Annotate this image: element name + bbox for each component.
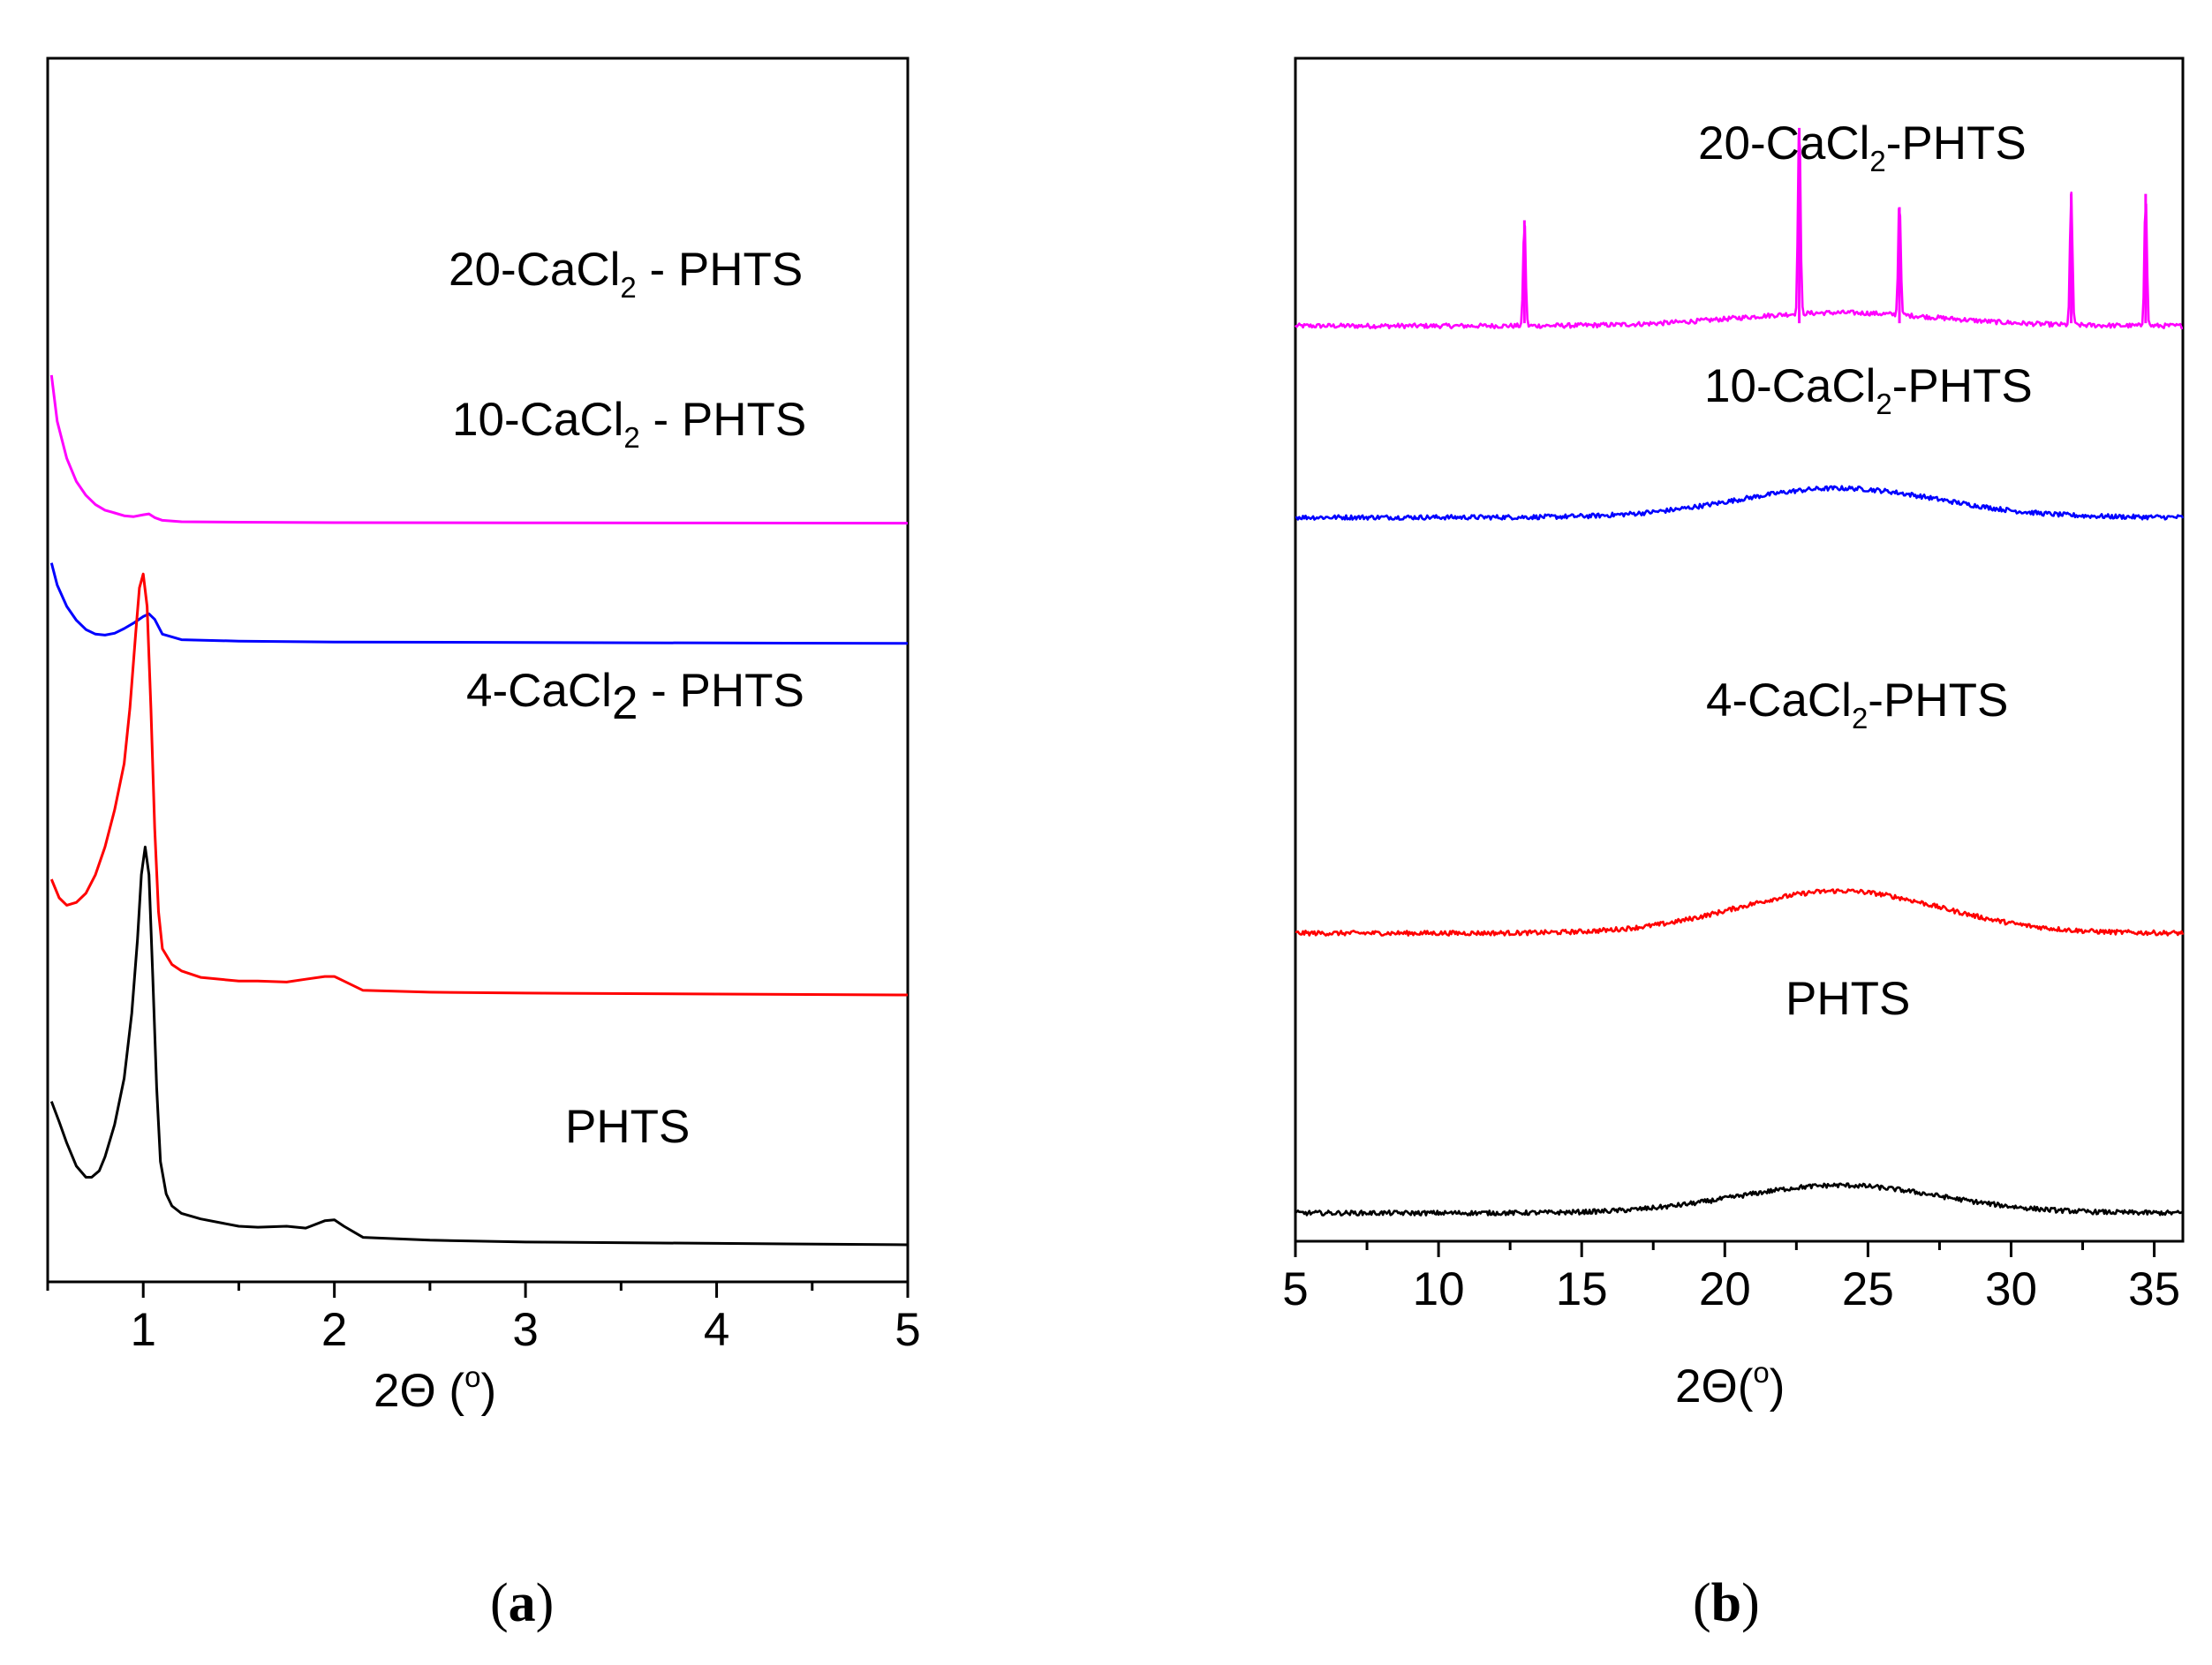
panel-a: 1 2 3 4 5 20-CaCl2 - PHTS 10-CaCl2 - PHTS 4-… <box>46 57 921 1633</box>
series-label-4-cacl2-a: 4-CaCl2 - PHTS <box>466 665 804 729</box>
panel-a-x-tick-label: 1 <box>130 1304 155 1356</box>
series-label-4-cacl2-b: 4-CaCl2-PHTS <box>1706 674 2008 735</box>
panel-a-series <box>49 374 909 1247</box>
panel-a-x-ticks: 1 2 3 4 5 <box>46 1282 921 1356</box>
series-line-4-cacl2-phts-b <box>1295 888 2185 937</box>
series-label-10-cacl2-a: 10-CaCl2 - PHTS <box>452 394 806 454</box>
panel-b: 5 10 15 20 25 30 35 20-CaCl2-PHTS 10-CaCl2-PHT… <box>1282 57 2185 1633</box>
series-label-10-cacl2-b: 10-CaCl2-PHTS <box>1704 360 2033 420</box>
panel-a-x-tick-label: 3 <box>512 1304 538 1356</box>
panel-b-x-tick-label: 5 <box>1282 1263 1308 1315</box>
series-line-4-cacl2-phts-a <box>49 572 909 997</box>
series-line-10-cacl2-phts-b <box>1295 485 2185 521</box>
panel-b-frame <box>1294 57 2185 1243</box>
panel-b-x-ticks: 5 10 15 20 25 30 35 <box>1282 1241 2180 1315</box>
series-line-20-cacl2-phts-b <box>1294 134 2183 330</box>
panel-b-series <box>1294 127 2185 1217</box>
series-label-20-cacl2-b: 20-CaCl2-PHTS <box>1698 117 2027 177</box>
series-label-phts-a: PHTS <box>565 1101 690 1153</box>
series-label-phts-b: PHTS <box>1785 973 1910 1025</box>
panel-a-x-axis-title: 2Θ (o) <box>374 1360 496 1417</box>
series-line-10-cacl2-phts-a <box>49 562 909 645</box>
panel-b-x-tick-label: 25 <box>1842 1263 1894 1315</box>
panel-b-x-tick-label: 20 <box>1699 1263 1751 1315</box>
panel-b-caption: (b) <box>1693 1573 1760 1633</box>
panel-b-x-tick-label: 35 <box>2128 1263 2180 1315</box>
panel-a-caption: (a) <box>490 1573 554 1633</box>
series-label-20-cacl2-a: 20-CaCl2 - PHTS <box>449 244 803 304</box>
panel-b-x-tick-label: 15 <box>1556 1263 1608 1315</box>
series-line-phts-a <box>49 845 909 1247</box>
panel-a-x-tick-label: 2 <box>321 1304 347 1356</box>
panel-a-frame <box>46 57 910 1284</box>
series-line-20-cacl2-phts-a <box>49 374 909 525</box>
series-line-phts-b <box>1295 1182 2184 1217</box>
panel-b-x-tick-label: 10 <box>1413 1263 1465 1315</box>
panel-b-x-tick-label: 30 <box>1985 1263 2037 1315</box>
panel-a-x-tick-label: 5 <box>895 1304 920 1356</box>
panel-b-x-axis-title: 2Θ(o) <box>1675 1356 1785 1413</box>
panel-a-x-tick-label: 4 <box>704 1304 729 1356</box>
